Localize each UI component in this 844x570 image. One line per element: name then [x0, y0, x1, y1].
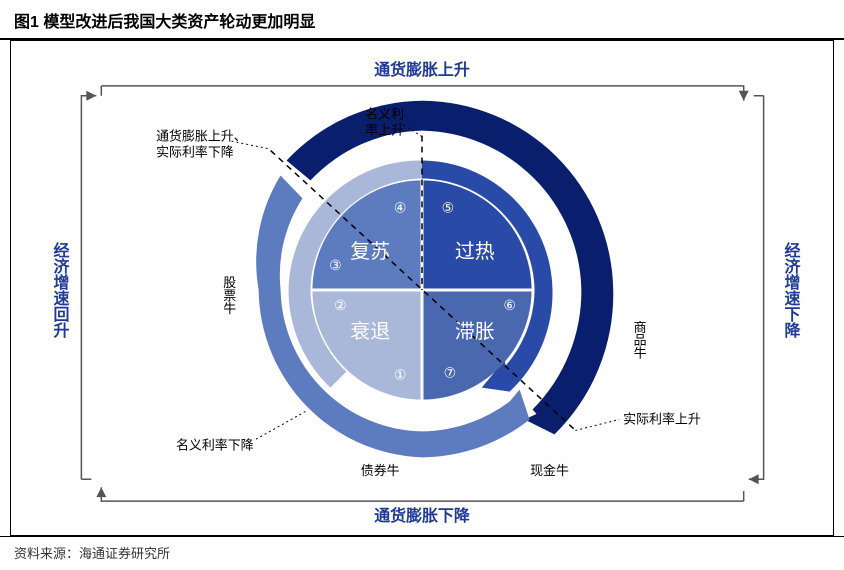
- cycle-diagram: 通货膨胀上升 通货膨胀下降 经济增速回升 经济增速下降: [11, 41, 833, 535]
- num-1: ①: [394, 367, 407, 383]
- note-top-left-1: 通货膨胀上升、: [156, 129, 247, 144]
- figure-container: 图1 模型改进后我国大类资产轮动更加明显 通货膨胀上升 通货膨胀下降: [0, 0, 844, 570]
- quad-recovery: [312, 180, 422, 290]
- axis-left-label: 经济增速回升: [51, 241, 69, 339]
- axis-right-label: 经济增速下降: [782, 241, 800, 339]
- num-7: ⑦: [444, 365, 456, 381]
- num-6: ⑥: [503, 297, 515, 313]
- figure-source: 资料来源：海通证券研究所: [0, 536, 844, 570]
- label-bonds: 债券牛: [361, 463, 400, 478]
- num-3: ③: [329, 257, 342, 273]
- label-stagflation: 滞胀: [455, 320, 495, 343]
- axis-bottom-label: 通货膨胀下降: [374, 506, 470, 525]
- label-recession: 衰退: [350, 320, 390, 343]
- figure-title: 图1 模型改进后我国大类资产轮动更加明显: [0, 0, 844, 40]
- num-5: ⑤: [442, 199, 454, 215]
- note-right: 实际利率上升: [623, 411, 701, 426]
- diagram-area: 通货膨胀上升 通货膨胀下降 经济增速回升 经济增速下降: [10, 40, 834, 536]
- label-cash: 现金牛: [530, 463, 569, 478]
- note-top-mid-1: 名义利: [365, 107, 404, 122]
- label-stocks: 股票牛: [221, 276, 236, 315]
- note-top-mid-2: 率上升: [365, 123, 404, 138]
- num-4: ④: [394, 199, 407, 215]
- label-overheat: 过热: [455, 240, 495, 263]
- label-commodity: 商品牛: [632, 320, 647, 359]
- num-2: ②: [334, 297, 346, 313]
- note-bottom-left: 名义利率下降: [176, 437, 254, 452]
- quad-overheat: [422, 180, 532, 290]
- axis-top-label: 通货膨胀上升: [374, 60, 470, 79]
- note-top-left-2: 实际利率下降: [156, 145, 234, 160]
- label-recovery: 复苏: [350, 240, 390, 263]
